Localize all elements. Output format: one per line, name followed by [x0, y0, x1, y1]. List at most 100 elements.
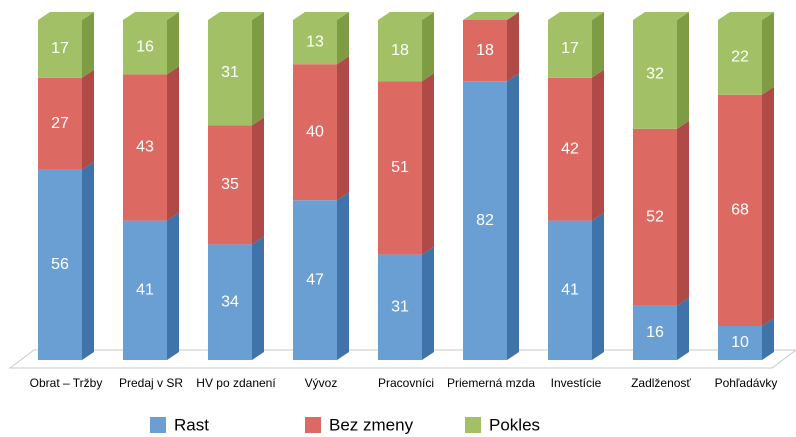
bar-segment — [293, 200, 337, 360]
bar-side — [762, 12, 774, 95]
bar-segment — [463, 81, 507, 360]
data-label: 41 — [561, 282, 579, 299]
data-label: 18 — [476, 42, 494, 59]
bar-side — [82, 161, 94, 360]
bar-segment — [378, 81, 422, 255]
bar-segment — [123, 20, 167, 75]
floor — [8, 349, 796, 369]
bar-side — [677, 297, 689, 360]
bar-side — [337, 192, 349, 360]
data-label: 56 — [51, 256, 69, 273]
bar-segment — [463, 20, 507, 82]
data-label: 27 — [51, 115, 69, 132]
x-tick-label: Predaj v SR — [119, 376, 183, 390]
bar-side — [252, 117, 264, 245]
bar-side — [677, 12, 689, 129]
x-tick-label: Investície — [551, 376, 602, 390]
x-tick-label: HV po zdanení — [196, 376, 276, 390]
bar-segment — [633, 20, 677, 129]
bar-side — [592, 12, 604, 78]
bar-top — [633, 12, 689, 20]
bar-side — [422, 73, 434, 255]
bar-side — [507, 12, 519, 82]
bar-segment — [38, 77, 82, 170]
bar-segment — [548, 220, 592, 360]
x-tick-label: Vývoz — [305, 376, 338, 390]
bar-side — [762, 86, 774, 326]
bar-segment — [548, 20, 592, 78]
bar-top — [548, 12, 604, 20]
bar-segment — [208, 125, 252, 245]
bar-side — [337, 12, 349, 65]
bar-segment — [38, 20, 82, 78]
legend-swatch — [465, 417, 481, 433]
data-label: 31 — [391, 299, 409, 316]
legend-label: Pokles — [489, 415, 540, 434]
data-label: 42 — [561, 140, 579, 157]
bar-segment — [548, 77, 592, 221]
bar-side — [592, 212, 604, 360]
data-label: 16 — [136, 38, 154, 55]
data-label: 34 — [221, 293, 239, 310]
bar-top — [38, 12, 94, 20]
bar-side — [167, 12, 179, 75]
bar-side — [252, 236, 264, 360]
data-label: 10 — [731, 334, 749, 351]
legend-swatch — [305, 417, 321, 433]
bar-segment — [633, 305, 677, 360]
data-label: 52 — [646, 208, 664, 225]
bar-segment — [293, 20, 337, 65]
x-tick-label: Obrat – Tržby — [30, 376, 103, 390]
data-label: 18 — [391, 42, 409, 59]
bar-segment — [378, 254, 422, 360]
bar-side — [422, 246, 434, 360]
data-label: 13 — [306, 33, 324, 50]
bar-top — [208, 12, 264, 20]
bar-side — [507, 73, 519, 360]
data-label: 16 — [646, 324, 664, 341]
data-label: 82 — [476, 212, 494, 229]
bar-side — [82, 12, 94, 78]
bar-side — [167, 66, 179, 221]
data-label: 68 — [731, 202, 749, 219]
bar-side — [82, 69, 94, 170]
legend-swatch — [150, 417, 166, 433]
bar-top — [718, 12, 774, 20]
data-label: 35 — [221, 176, 239, 193]
bar-side — [592, 69, 604, 221]
data-label: 41 — [136, 282, 154, 299]
x-tick-label: Pracovníci — [378, 376, 434, 390]
bar-segment — [718, 326, 762, 360]
data-label: 40 — [306, 123, 324, 140]
x-tick-label: Priemerná mzda — [447, 376, 535, 390]
legend-label: Rast — [174, 415, 209, 434]
legend-label: Bez zmeny — [329, 415, 414, 434]
data-label: 32 — [646, 66, 664, 83]
data-label: 51 — [391, 159, 409, 176]
bar-top — [293, 12, 349, 20]
bar-side — [252, 12, 264, 126]
data-label: 47 — [306, 271, 324, 288]
bar-segment — [718, 20, 762, 95]
bar-segment — [293, 64, 337, 201]
bar-segment — [208, 20, 252, 126]
data-label: 31 — [221, 64, 239, 81]
data-label: 22 — [731, 49, 749, 66]
data-label: 17 — [51, 40, 69, 57]
bar-side — [167, 212, 179, 360]
bar-side — [762, 318, 774, 360]
bar-segment — [633, 128, 677, 306]
bar-segment — [123, 74, 167, 221]
bar-segment — [38, 169, 82, 360]
bar-side — [337, 56, 349, 201]
bar-segment — [208, 244, 252, 360]
x-tick-label: Zadlženosť — [631, 376, 691, 390]
bar-side — [422, 12, 434, 82]
data-label: 43 — [136, 139, 154, 156]
bar-top — [463, 12, 519, 20]
bar-segment — [123, 220, 167, 360]
bar-top — [123, 12, 179, 20]
bar-segment — [718, 94, 762, 326]
